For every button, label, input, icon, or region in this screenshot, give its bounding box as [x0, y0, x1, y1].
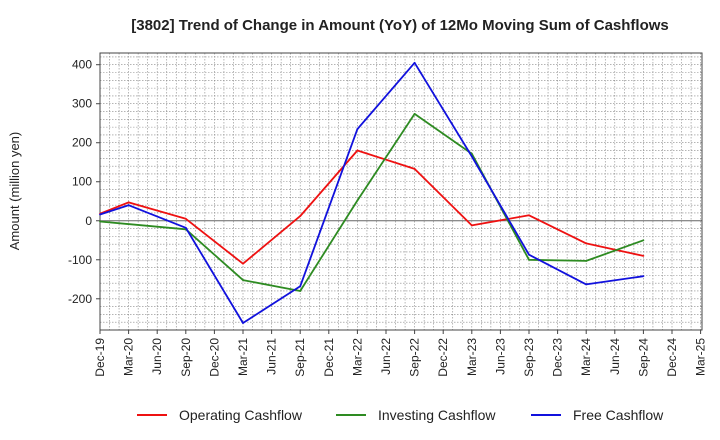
- y-tick-label: 300: [72, 97, 92, 111]
- legend: Operating Cashflow Investing Cashflow Free…: [137, 407, 664, 423]
- data-point: [413, 112, 416, 115]
- data-point: [184, 226, 187, 229]
- plot-background: [100, 53, 702, 330]
- y-tick-label: 0: [85, 214, 92, 228]
- x-tick-label: Dec-19: [93, 338, 107, 377]
- data-point: [299, 290, 302, 292]
- x-tick-label: Dec-20: [207, 338, 221, 377]
- data-point: [99, 220, 101, 223]
- data-point: [528, 214, 530, 217]
- x-tick-label: Dec-21: [322, 338, 336, 377]
- x-tick-label: Jun-22: [379, 338, 393, 375]
- y-tick-label: 400: [72, 58, 92, 72]
- data-point: [299, 215, 302, 217]
- data-point: [642, 239, 645, 242]
- data-point: [127, 204, 130, 207]
- x-tick-label: Mar-23: [465, 338, 479, 376]
- x-tick-label: Sep-24: [636, 338, 650, 377]
- legend-label-2: Investing Cashflow: [378, 407, 496, 423]
- chart-title: [3802] Trend of Change in Amount (YoY) o…: [131, 17, 669, 34]
- data-point: [242, 322, 244, 324]
- data-point: [585, 242, 588, 245]
- data-point: [413, 61, 416, 64]
- data-point: [585, 283, 588, 286]
- data-point: [585, 260, 588, 262]
- data-point: [356, 199, 359, 202]
- series-line-2: [99, 113, 644, 292]
- x-tick-label: Mar-22: [350, 338, 364, 376]
- data-point: [528, 258, 530, 261]
- x-tick-label: Dec-24: [665, 338, 679, 377]
- x-tick-label: Sep-20: [179, 338, 193, 377]
- x-tick-label: Mar-25: [694, 338, 708, 376]
- data-point: [642, 275, 645, 278]
- data-point: [99, 213, 101, 216]
- data-point: [642, 254, 645, 257]
- data-point: [127, 201, 130, 204]
- x-tick-label: Mar-21: [236, 338, 250, 376]
- x-tick-label: Dec-22: [436, 338, 450, 377]
- y-tick-label: -100: [68, 253, 92, 267]
- data-point: [356, 149, 359, 152]
- x-tick-label: Sep-23: [522, 338, 536, 377]
- data-point: [242, 262, 244, 265]
- x-tick-label: Sep-22: [408, 338, 422, 377]
- x-tick-label: Jun-21: [265, 338, 279, 375]
- plot-frame: [99, 52, 703, 331]
- x-tick-label: Jun-23: [493, 338, 507, 375]
- data-point: [184, 217, 187, 220]
- x-tick-label: Mar-20: [122, 338, 136, 376]
- x-tick-label: Jun-24: [608, 338, 622, 375]
- y-tick-label: 100: [72, 175, 92, 189]
- legend-label-3: Free Cashflow: [573, 407, 664, 423]
- data-point: [356, 128, 359, 130]
- x-tick-label: Sep-21: [293, 338, 307, 377]
- data-point: [470, 224, 473, 227]
- y-axis-title: Amount (million yen): [7, 132, 22, 251]
- data-point: [242, 279, 244, 281]
- x-tick-label: Jun-20: [150, 338, 164, 375]
- legend-label-1: Operating Cashflow: [179, 407, 303, 423]
- data-point: [299, 285, 302, 288]
- data-point: [528, 253, 530, 256]
- x-tick-label: Dec-23: [551, 338, 565, 377]
- x-tick-label: Mar-24: [579, 338, 593, 376]
- plot-area: -200 -100 0 100 200 300 400 Dec-19 Mar-20 Jun-20 S…: [68, 52, 708, 377]
- y-tick-label: -200: [68, 292, 92, 306]
- y-tick-label: 200: [72, 136, 92, 150]
- data-point: [413, 167, 416, 170]
- data-point: [470, 155, 473, 158]
